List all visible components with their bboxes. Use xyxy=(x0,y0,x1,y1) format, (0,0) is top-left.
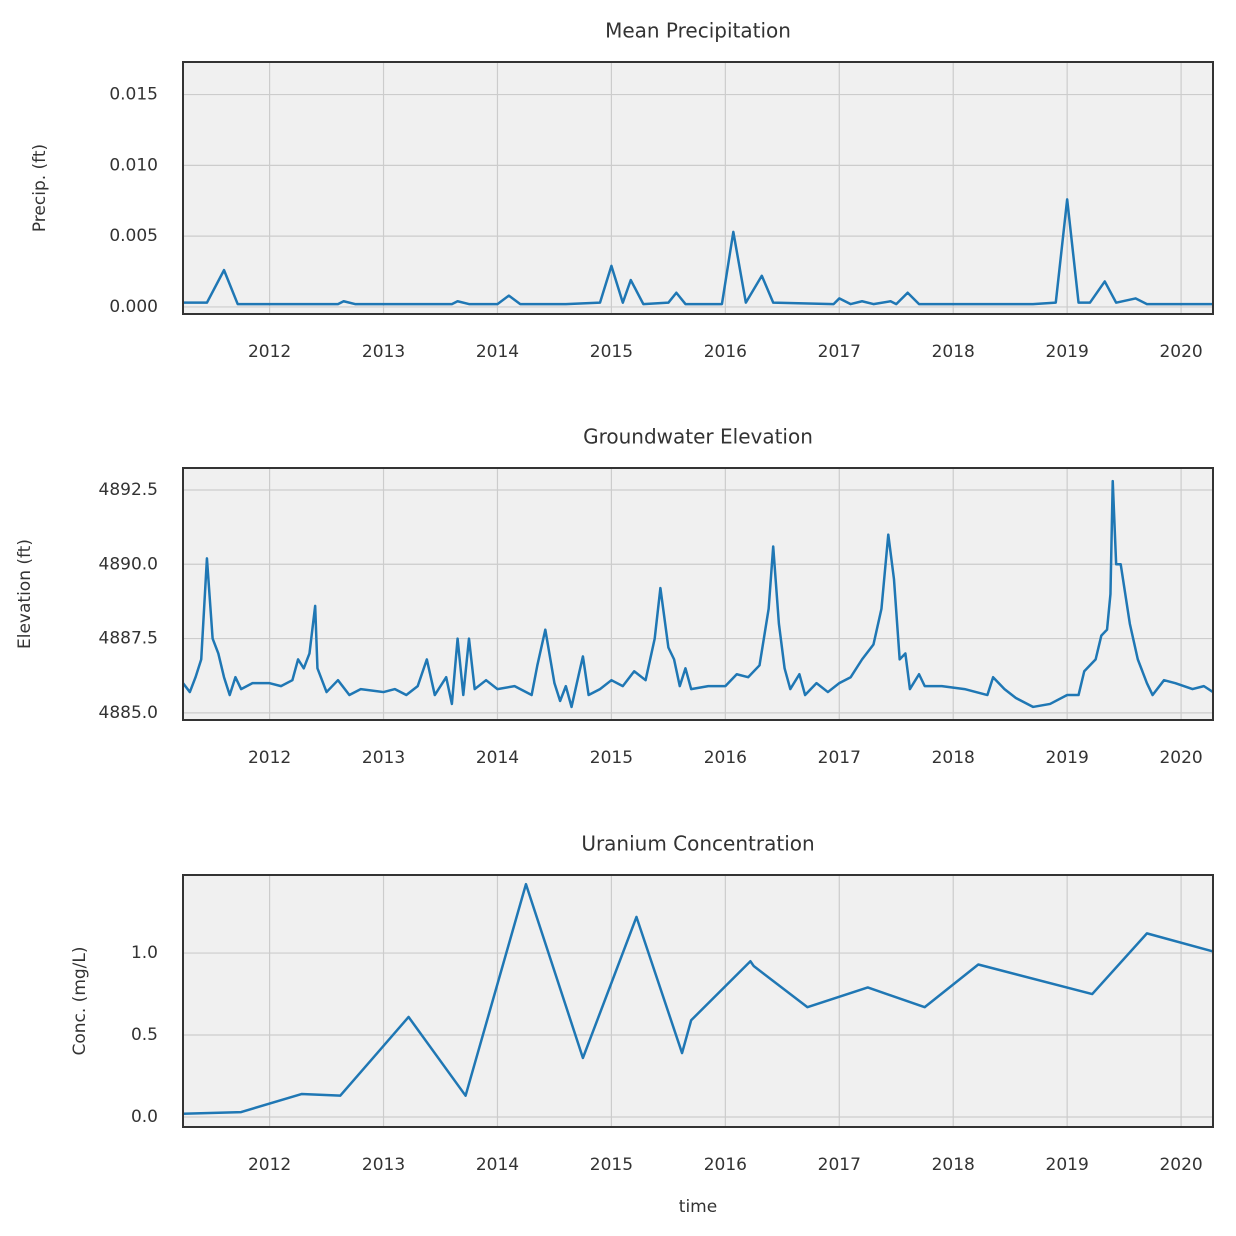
plot-frame xyxy=(182,61,1214,315)
x-tick-label: 2019 xyxy=(1046,748,1089,768)
y-axis-label: Conc. (mg/L) xyxy=(70,946,90,1055)
x-tick-label: 2015 xyxy=(590,1155,633,1175)
x-tick-label: 2015 xyxy=(590,748,633,768)
plot-area xyxy=(183,62,1213,314)
y-tick-label: 0.0 xyxy=(131,1107,158,1127)
plot-area xyxy=(183,468,1213,720)
x-axis-label: time xyxy=(679,1197,717,1217)
plot-frame xyxy=(182,467,1214,721)
x-tick-label: 2017 xyxy=(818,1155,861,1175)
data-line xyxy=(182,479,1214,709)
y-tick-label: 0.005 xyxy=(109,226,158,246)
y-tick-label: 0.010 xyxy=(109,155,158,175)
x-tick-label: 2020 xyxy=(1159,342,1202,362)
x-tick-label: 2018 xyxy=(932,748,975,768)
chart-title: Uranium Concentration xyxy=(581,832,814,856)
x-tick-label: 2016 xyxy=(704,342,747,362)
x-tick-label: 2013 xyxy=(362,342,405,362)
x-tick-label: 2020 xyxy=(1159,1155,1202,1175)
y-axis-label: Elevation (ft) xyxy=(15,539,35,649)
x-tick-label: 2014 xyxy=(476,748,519,768)
x-tick-label: 2014 xyxy=(476,1155,519,1175)
x-tick-label: 2017 xyxy=(818,342,861,362)
y-tick-label: 4885.0 xyxy=(99,703,158,723)
y-tick-label: 4887.5 xyxy=(99,629,158,649)
plot-area xyxy=(183,875,1213,1127)
x-tick-label: 2016 xyxy=(704,1155,747,1175)
x-tick-label: 2019 xyxy=(1046,1155,1089,1175)
data-line xyxy=(183,198,1213,306)
y-tick-label: 0.000 xyxy=(109,297,158,317)
x-tick-label: 2012 xyxy=(248,342,291,362)
x-tick-label: 2020 xyxy=(1159,748,1202,768)
y-tick-label: 1.0 xyxy=(131,943,158,963)
x-tick-label: 2013 xyxy=(362,1155,405,1175)
x-tick-label: 2018 xyxy=(932,1155,975,1175)
y-tick-label: 0.015 xyxy=(109,85,158,105)
y-tick-label: 0.5 xyxy=(131,1025,158,1045)
y-tick-label: 4890.0 xyxy=(99,554,158,574)
data-line xyxy=(182,882,1214,1115)
plot-frame xyxy=(182,874,1214,1128)
x-tick-label: 2015 xyxy=(590,342,633,362)
x-tick-label: 2014 xyxy=(476,342,519,362)
x-tick-label: 2019 xyxy=(1046,342,1089,362)
chart-title: Mean Precipitation xyxy=(605,19,791,43)
x-tick-label: 2017 xyxy=(818,748,861,768)
y-axis-label: Precip. (ft) xyxy=(30,144,50,232)
x-tick-label: 2018 xyxy=(932,342,975,362)
chart-title: Groundwater Elevation xyxy=(583,425,813,449)
x-tick-label: 2013 xyxy=(362,748,405,768)
x-tick-label: 2016 xyxy=(704,748,747,768)
y-tick-label: 4892.5 xyxy=(99,480,158,500)
x-tick-label: 2012 xyxy=(248,748,291,768)
x-tick-label: 2012 xyxy=(248,1155,291,1175)
